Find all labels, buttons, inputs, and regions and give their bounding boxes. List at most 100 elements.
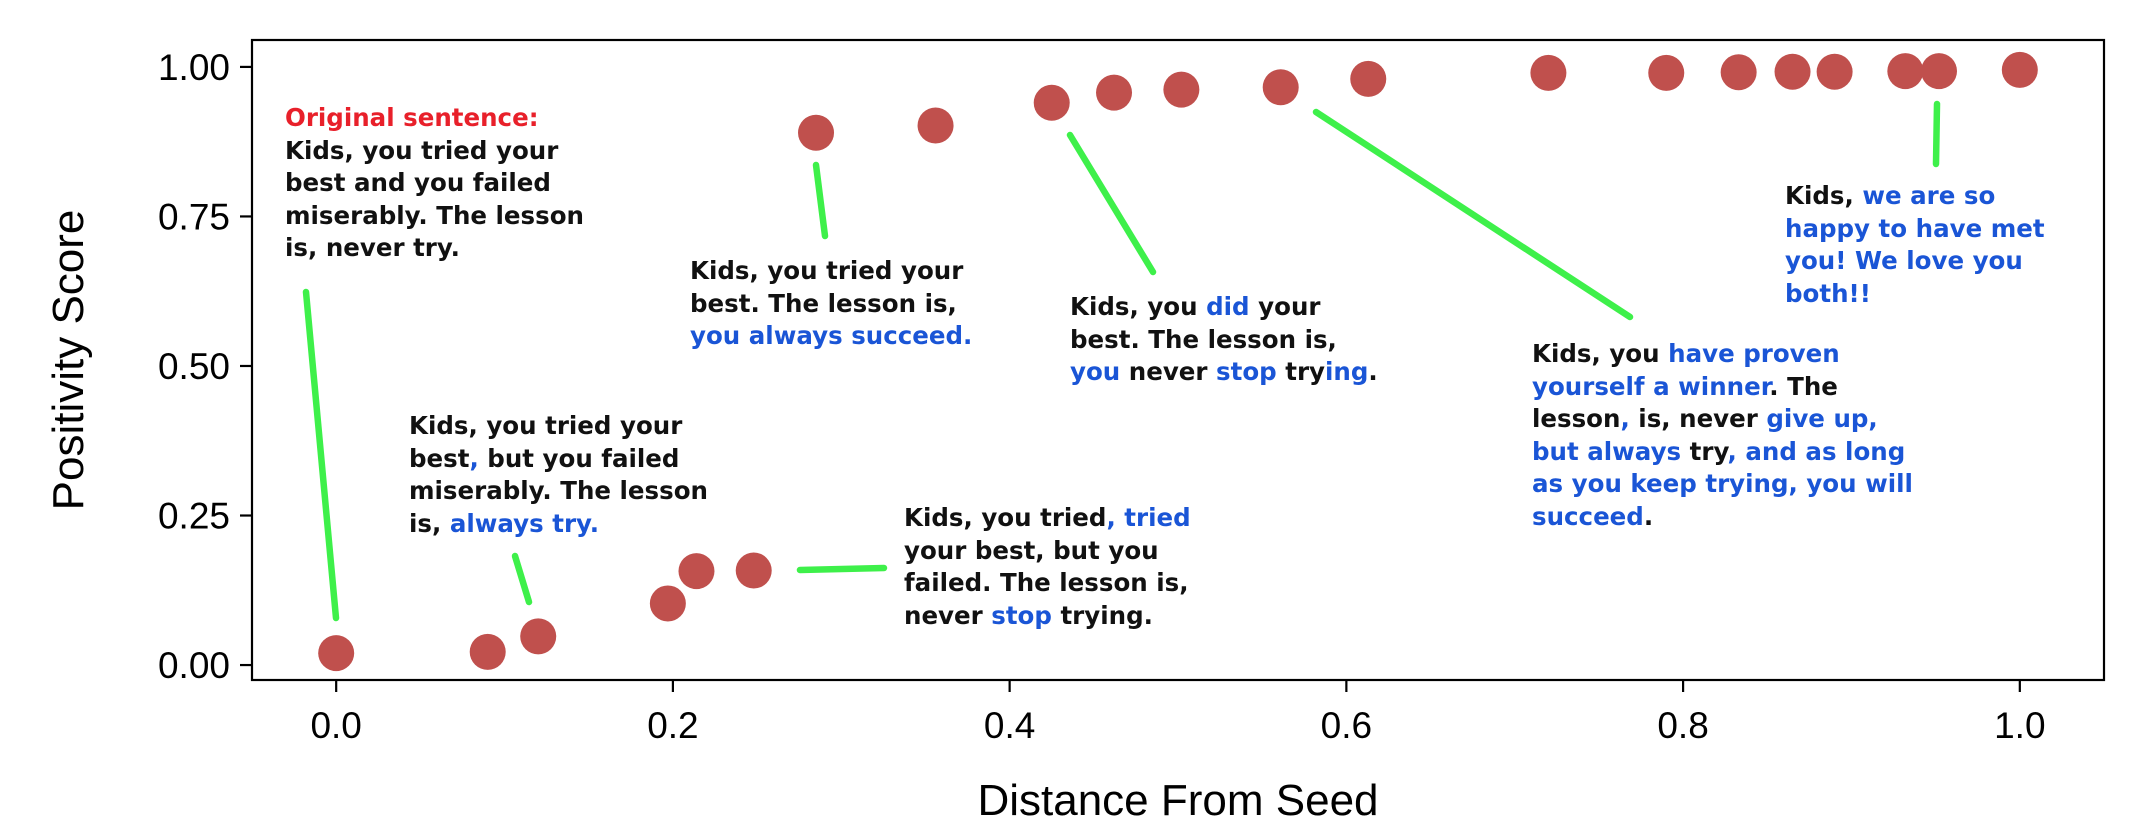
annotation-text: failed. The lesson is, — [904, 568, 1189, 597]
y-tick-label: 0.25 — [158, 496, 230, 537]
data-point — [520, 618, 557, 655]
highlighted-text: but always — [1532, 436, 1682, 466]
highlighted-text: as you keep trying, you will — [1532, 469, 1913, 498]
data-point — [678, 553, 715, 590]
annotation-text: Kids, you tried your — [285, 135, 559, 165]
x-tick-label: 0.0 — [310, 705, 361, 746]
data-point — [1887, 53, 1924, 90]
annotation-line: best. The lesson is, — [1070, 324, 1378, 357]
annotation-text: Kids, you — [1532, 339, 1669, 368]
annotation-line: Kids, you tried, tried — [904, 502, 1191, 535]
annotation-text: best. The lesson is, — [690, 288, 957, 318]
x-tick-label: 0.8 — [1657, 705, 1708, 746]
annotation-text: try — [1276, 357, 1326, 386]
data-points — [318, 51, 2038, 672]
highlighted-text: always try. — [449, 508, 600, 538]
annotation-line: best. The lesson is, — [690, 288, 972, 321]
annotation-text: try — [1681, 436, 1728, 466]
connector-line — [302, 288, 340, 622]
annotation-always-succeed: Kids, you tried your best. The lesson is,… — [690, 255, 972, 353]
annotation-line: best, but you failed — [409, 443, 708, 476]
highlighted-text: succeed — [1532, 501, 1644, 531]
annotation-text: your — [1249, 292, 1321, 321]
annotation-text: . The — [1769, 371, 1838, 401]
annotation-line: you always succeed. — [690, 320, 972, 353]
highlighted-text: , tried — [1106, 503, 1191, 532]
annotation-line: both!! — [1785, 278, 2045, 311]
annotation-line: never stop trying. — [904, 600, 1191, 633]
annotation-text: . — [1643, 501, 1654, 531]
data-point — [1350, 60, 1387, 97]
annotation-text: Kids, you tried — [904, 503, 1107, 532]
data-point — [1096, 74, 1133, 111]
annotation-text: Kids, you — [1070, 292, 1207, 321]
x-tick-label: 0.4 — [984, 705, 1035, 746]
x-axis-ticks: 0.0 0.2 0.4 0.6 0.8 1.0 — [310, 680, 2046, 746]
annotation-line: Kids, you did your — [1070, 291, 1378, 324]
highlighted-text: both!! — [1785, 278, 1871, 308]
x-tick-label: 0.2 — [647, 705, 698, 746]
highlighted-text: stop — [991, 600, 1052, 630]
y-tick-label: 0.00 — [158, 645, 230, 686]
annotation-line: you! We love you — [1785, 245, 2045, 278]
connector-line — [1312, 108, 1634, 321]
data-point — [1720, 54, 1757, 91]
annotation-line: miserably. The lesson — [285, 200, 584, 233]
highlighted-text: you! We love you — [1785, 246, 2023, 275]
data-point — [917, 107, 954, 144]
annotation-text: best — [409, 443, 470, 473]
data-point — [1163, 71, 1200, 108]
data-point — [1262, 69, 1299, 106]
annotation-line: Kids, we are so — [1785, 180, 2045, 213]
annotation-always-try: Kids, you tried your best, but you failed… — [409, 410, 708, 540]
annotation-text: your best, but you — [904, 535, 1159, 565]
annotation-line: is, never try. — [285, 232, 584, 265]
annotation-text: but you failed — [478, 443, 680, 473]
data-point — [318, 635, 355, 672]
highlighted-text: , — [469, 443, 479, 473]
highlighted-text: you — [1070, 357, 1121, 386]
annotation-line: succeed. — [1532, 501, 1913, 534]
annotation-line: lesson, is, never give up, — [1532, 403, 1913, 436]
annotation-line: Kids, you tried your — [285, 135, 584, 168]
y-tick-label: 0.75 — [158, 196, 230, 237]
y-tick-label: 0.50 — [158, 346, 230, 387]
highlighted-text: yourself a winner — [1532, 371, 1770, 401]
y-axis-ticks: 0.00 0.25 0.50 0.75 1.00 — [158, 47, 252, 686]
highlighted-text: , — [1620, 404, 1630, 433]
annotation-line: but always try, and as long — [1532, 436, 1913, 469]
annotation-line: miserably. The lesson — [409, 475, 708, 508]
annotation-text: best. The lesson is, — [1070, 324, 1337, 354]
annotation-text: Kids, — [1785, 181, 1863, 210]
highlighted-text: have proven — [1668, 339, 1840, 368]
highlighted-text: give up, — [1766, 404, 1878, 433]
annotation-line: Kids, you have proven — [1532, 338, 1913, 371]
connector-line — [796, 564, 888, 574]
annotation-did-your-best: Kids, you did your best. The lesson is, yo… — [1070, 291, 1378, 389]
annotation-line: Kids, you tried your — [690, 255, 972, 288]
y-axis-title: Positivity Score — [44, 210, 93, 511]
highlighted-text: happy to have met — [1785, 213, 2045, 243]
data-point — [798, 114, 835, 151]
data-point — [469, 633, 506, 670]
highlighted-text: ing — [1325, 357, 1369, 386]
highlighted-text: did — [1206, 292, 1250, 321]
annotation-line: you never stop trying. — [1070, 356, 1378, 389]
annotation-line: your best, but you — [904, 535, 1191, 568]
annotation-line: best and you failed — [285, 167, 584, 200]
annotation-text: miserably. The lesson — [285, 200, 584, 230]
annotation-text: never — [904, 600, 992, 630]
annotation-text: miserably. The lesson — [409, 476, 708, 505]
x-tick-label: 1.0 — [1994, 705, 2045, 746]
plot-frame — [250, 38, 2106, 682]
data-point — [2001, 51, 2038, 88]
annotation-line: is, always try. — [409, 508, 708, 541]
annotation-text: is, never try. — [285, 233, 460, 262]
data-point — [1530, 54, 1567, 91]
annotation-line: happy to have met — [1785, 213, 2045, 246]
data-point — [735, 552, 772, 589]
annotation-line: Kids, you tried your — [409, 410, 708, 443]
connector-line — [1932, 100, 1941, 168]
data-point — [649, 585, 686, 622]
